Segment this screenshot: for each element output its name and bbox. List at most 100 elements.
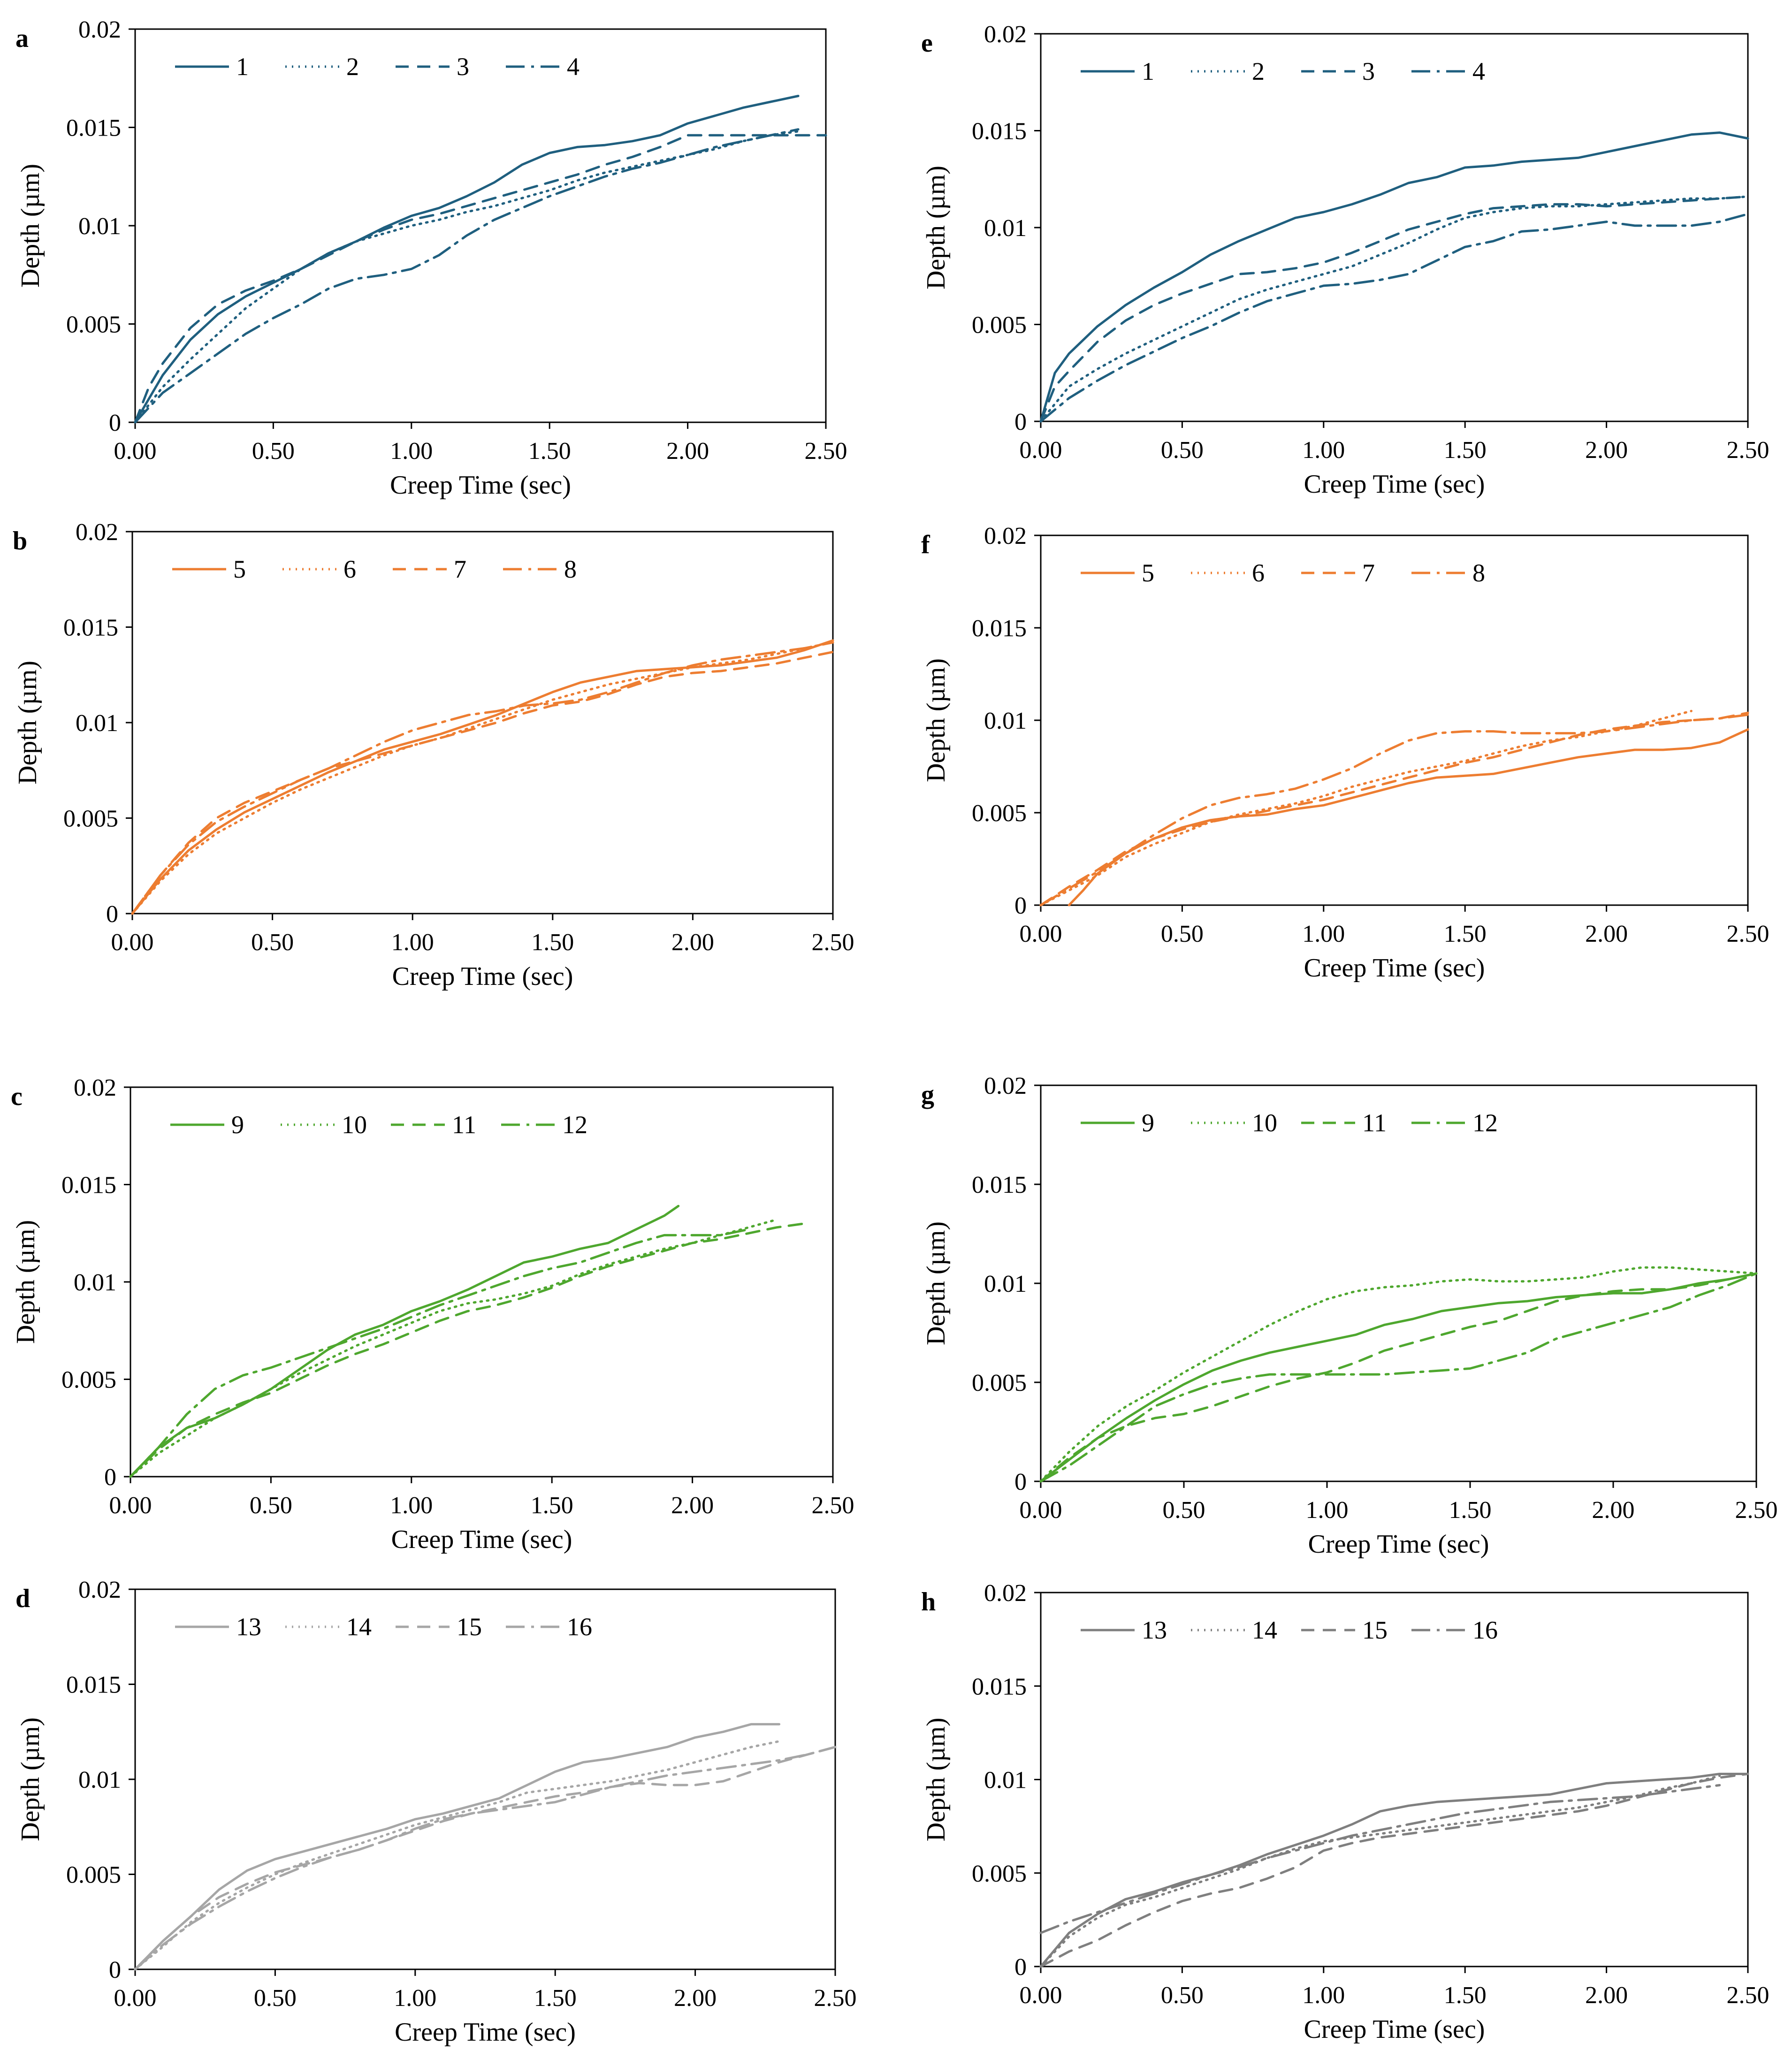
legend-label-12: 12 (1472, 1109, 1498, 1137)
legend-label-7: 7 (1362, 559, 1375, 587)
y-tick-label: 0.015 (972, 1673, 1027, 1700)
legend-label-4: 4 (1472, 57, 1485, 85)
series-line-3 (1039, 195, 1749, 423)
legend-label-6: 6 (343, 555, 356, 583)
y-tick-label: 0.015 (972, 615, 1027, 642)
y-tick-label: 0.005 (972, 1860, 1027, 1887)
y-tick-label: 0 (109, 1957, 121, 1983)
y-tick-label: 0.01 (984, 215, 1027, 242)
series-line-6 (1039, 709, 1693, 907)
x-tick-label: 2.00 (671, 929, 714, 956)
y-axis-label: Depth (µm) (16, 164, 45, 288)
x-tick-label: 2.00 (1585, 437, 1628, 464)
panel-label: b (13, 526, 27, 556)
series-line-14 (1039, 1775, 1721, 1968)
y-tick-label: 0.01 (74, 1269, 116, 1296)
x-tick-label: 1.00 (390, 438, 433, 465)
x-axis-label: Creep Time (sec) (395, 2018, 576, 2047)
panel-d: d 0 0.005 0.01 0.015 0.02 0.00 0.50 1.00 1.50 2.00… (15, 1577, 857, 2047)
x-tick-label: 2.50 (1727, 437, 1769, 464)
y-axis-label: Depth (µm) (922, 1221, 951, 1345)
panel-g: g 0 0.005 0.01 0.015 0.02 0.00 0.50 1.00 1.50 2.00… (921, 1073, 1778, 1559)
x-tick-label: 0.00 (1020, 921, 1062, 947)
x-tick-label: 1.00 (390, 1492, 433, 1519)
y-tick-label: 0.005 (66, 312, 121, 338)
y-tick-label: 0 (1014, 892, 1027, 919)
panel-label: h (921, 1587, 936, 1616)
legend-label-1: 1 (1142, 57, 1154, 85)
y-tick-label: 0.005 (972, 312, 1027, 339)
x-tick-label: 2.50 (812, 1492, 854, 1519)
x-tick-label: 2.50 (1735, 1497, 1778, 1524)
panel-label: f (921, 530, 930, 559)
panel-h: h 0 0.005 0.01 0.015 0.02 0.00 0.50 1.00 1.50 2.00… (921, 1580, 1769, 2044)
series-line-4 (1039, 213, 1749, 423)
y-axis-label: Depth (µm) (11, 1220, 40, 1344)
legend-label-2: 2 (1252, 57, 1265, 85)
y-tick-label: 0.02 (984, 1580, 1027, 1607)
series-line-2 (1039, 195, 1749, 423)
legend-label-14: 14 (1252, 1616, 1277, 1644)
legend-label-11: 11 (1362, 1109, 1387, 1137)
y-tick-label: 0.02 (78, 16, 121, 43)
legend-label-1: 1 (236, 53, 249, 81)
legend-label-12: 12 (562, 1111, 587, 1139)
y-tick-label: 0.005 (972, 1370, 1027, 1396)
y-tick-label: 0.005 (66, 1862, 121, 1889)
y-tick-label: 0.02 (984, 21, 1027, 48)
x-tick-label: 0.00 (114, 1985, 157, 2012)
y-axis-label: Depth (µm) (16, 1717, 45, 1841)
x-tick-label: 1.00 (1302, 437, 1345, 464)
plot-frame (1040, 33, 1749, 422)
x-tick-label: 1.50 (1449, 1497, 1492, 1524)
y-tick-label: 0.015 (61, 1172, 116, 1199)
legend-label-4: 4 (567, 53, 580, 81)
plot-frame (134, 28, 827, 423)
x-tick-label: 1.00 (1302, 1982, 1345, 2009)
x-tick-label: 2.00 (1585, 921, 1628, 947)
series-line-14 (134, 1740, 781, 1971)
x-tick-label: 2.00 (666, 438, 709, 465)
y-tick-label: 0.01 (78, 1767, 121, 1793)
y-tick-label: 0.005 (972, 800, 1027, 827)
y-tick-label: 0 (1014, 1469, 1027, 1495)
x-tick-label: 0.00 (109, 1492, 152, 1519)
series-line-7 (131, 650, 834, 915)
series-line-7 (1039, 711, 1749, 907)
x-tick-label: 2.50 (814, 1985, 857, 2012)
x-axis-label: Creep Time (sec) (391, 1525, 572, 1554)
legend-label-15: 15 (457, 1613, 482, 1641)
y-tick-label: 0.005 (61, 1367, 116, 1394)
series-line-1 (134, 95, 800, 424)
series-line-15 (1039, 1773, 1749, 1968)
x-tick-label: 0.50 (250, 1492, 292, 1519)
y-tick-label: 0.01 (984, 1271, 1027, 1297)
x-tick-label: 0.50 (1161, 437, 1204, 464)
legend-label-11: 11 (452, 1111, 476, 1139)
series-line-12 (129, 1228, 750, 1478)
x-tick-label: 1.50 (531, 1492, 573, 1519)
x-tick-label: 1.50 (1444, 921, 1487, 947)
x-tick-label: 1.00 (394, 1985, 436, 2012)
x-tick-label: 1.00 (1306, 1497, 1349, 1524)
legend-label-9: 9 (231, 1111, 244, 1139)
legend-label-16: 16 (567, 1613, 592, 1641)
legend-label-3: 3 (457, 53, 469, 81)
series-line-5 (131, 639, 834, 915)
series-line-12 (1039, 1272, 1758, 1483)
series-line-3 (134, 134, 827, 424)
panel-label: g (921, 1080, 934, 1109)
x-tick-label: 2.00 (674, 1985, 717, 2012)
plot-frame (1040, 1084, 1757, 1482)
series-line-8 (1039, 713, 1749, 907)
plot-frame (131, 531, 834, 915)
y-tick-label: 0.02 (78, 1577, 121, 1603)
series-line-8 (131, 641, 834, 915)
series-line-6 (131, 641, 834, 915)
legend-label-2: 2 (346, 53, 359, 81)
y-tick-label: 0 (106, 901, 118, 928)
series-line-10 (129, 1218, 778, 1478)
panel-e: e 0 0.005 0.01 0.015 0.02 0.00 0.50 1.00 1.50 2.00… (921, 21, 1769, 499)
y-tick-label: 0 (109, 410, 121, 436)
